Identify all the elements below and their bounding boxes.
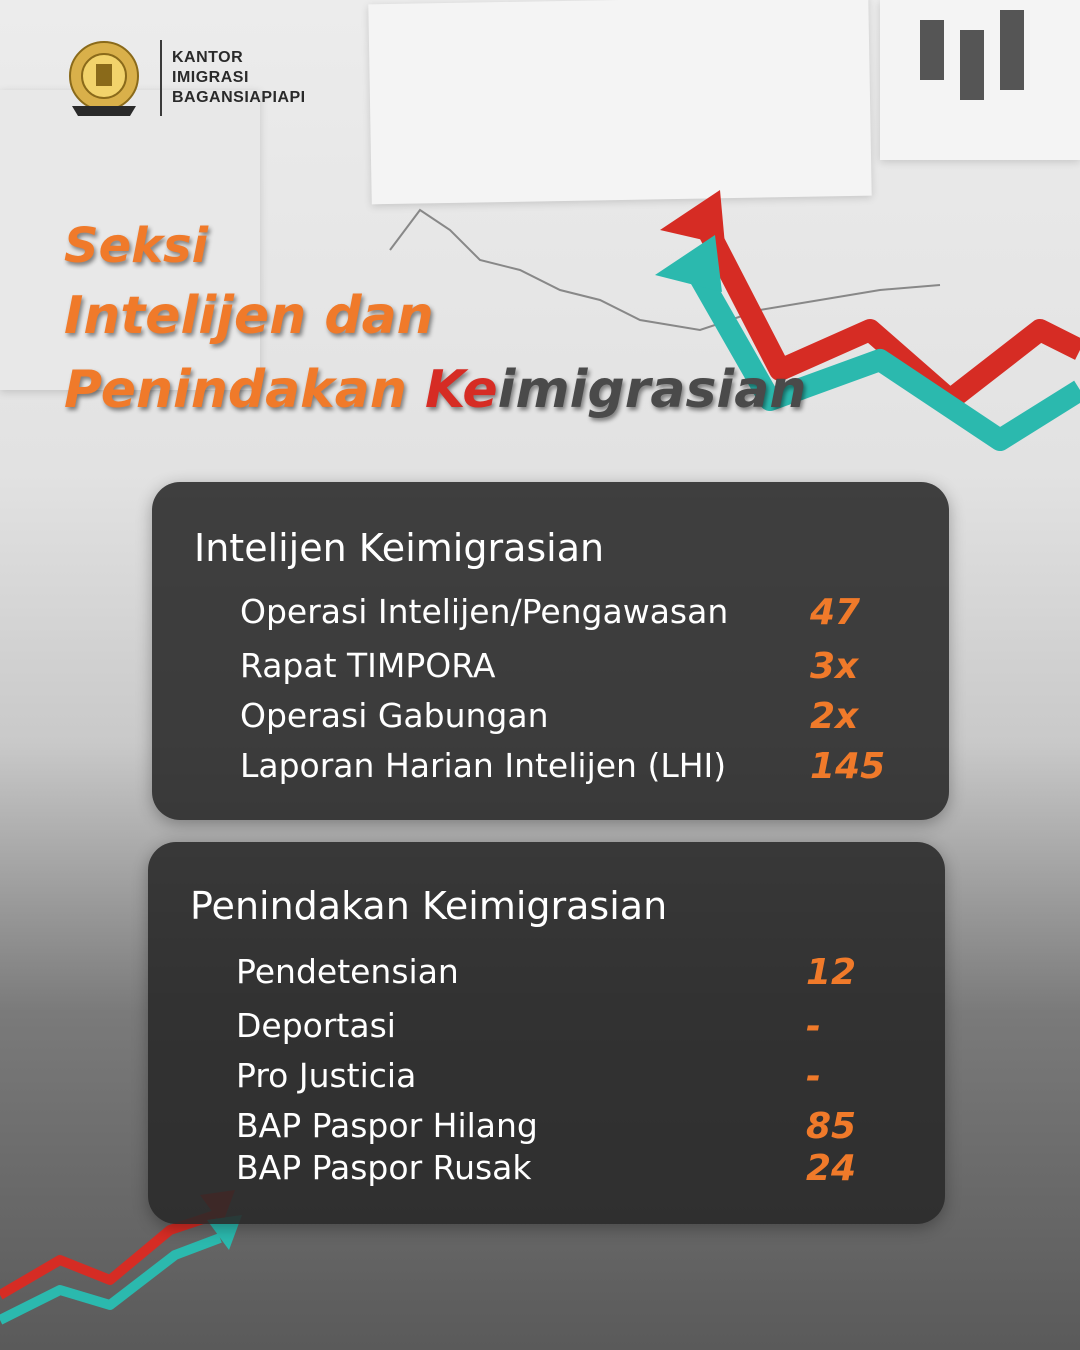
header-divider <box>160 40 162 116</box>
bottom-teal-arrow <box>0 1233 222 1325</box>
stat-label: Operasi Gabungan <box>240 696 549 735</box>
title-line-3: Penindakan Keimigrasian <box>64 364 806 416</box>
stat-label: Pendetensian <box>236 952 459 991</box>
stat-row: Laporan Harian Intelijen (LHI) 145 <box>240 746 900 794</box>
stat-row: BAP Paspor Rusak 24 <box>236 1148 896 1196</box>
stat-label: Operasi Intelijen/Pengawasan <box>240 592 729 631</box>
red-trend-arrow <box>690 209 1080 411</box>
intelijen-card: Intelijen Keimigrasian Operasi Intelijen… <box>152 482 949 820</box>
stat-row: BAP Paspor Hilang 85 <box>236 1106 896 1154</box>
intelijen-card-title: Intelijen Keimigrasian <box>194 526 605 570</box>
title-line-3-accent: Ke <box>424 360 498 420</box>
background-bar <box>920 20 944 80</box>
org-line-2: IMIGRASI <box>172 69 249 86</box>
stat-value: 3x <box>810 646 859 687</box>
stat-label: Pro Justicia <box>236 1056 417 1095</box>
stat-row: Operasi Gabungan 2x <box>240 696 900 744</box>
background-stock-line <box>389 208 941 332</box>
stat-label: Laporan Harian Intelijen (LHI) <box>240 746 727 785</box>
stat-label: Deportasi <box>236 1006 396 1045</box>
header: KANTOR IMIGRASI BAGANSIAPIAPI <box>58 36 306 120</box>
title-line-1: Seksi <box>64 218 209 274</box>
stat-value: - <box>806 1056 821 1097</box>
stat-value: - <box>806 1006 821 1047</box>
teal-trend-arrow <box>680 254 1080 451</box>
stat-label: BAP Paspor Hilang <box>236 1106 538 1145</box>
background-calculator <box>0 90 260 390</box>
title-line-3-start: Penindakan <box>64 360 425 420</box>
title-line-3-end: imigrasian <box>497 360 807 420</box>
stat-value: 12 <box>806 952 857 993</box>
stat-row: Pendetensian 12 <box>236 952 896 1000</box>
organization-name: KANTOR IMIGRASI BAGANSIAPIAPI <box>172 48 306 108</box>
stat-row: Rapat TIMPORA 3x <box>240 646 900 694</box>
stat-row: Pro Justicia - <box>236 1056 896 1104</box>
stat-value: 47 <box>810 592 861 633</box>
org-line-1: KANTOR <box>172 49 244 66</box>
penindakan-card: Penindakan Keimigrasian Pendetensian 12 … <box>148 842 945 1224</box>
stat-label: Rapat TIMPORA <box>240 646 496 685</box>
stat-value: 2x <box>810 696 859 737</box>
imigrasi-logo-icon <box>69 41 139 116</box>
red-arrow-head <box>660 190 725 245</box>
page-title: Seksi Intelijen dan Penindakan Keimigras… <box>64 222 806 416</box>
background-bar <box>1000 10 1024 90</box>
teal-arrow-head <box>655 235 722 292</box>
bottom-red-arrow <box>0 1210 217 1300</box>
title-line-2: Intelijen dan <box>64 286 434 346</box>
penindakan-card-title: Penindakan Keimigrasian <box>190 884 668 928</box>
org-line-3: BAGANSIAPIAPI <box>172 89 306 106</box>
stat-row: Operasi Intelijen/Pengawasan 47 <box>240 592 900 640</box>
stat-value: 145 <box>810 746 886 787</box>
stat-label: BAP Paspor Rusak <box>236 1148 532 1187</box>
stat-value: 85 <box>806 1106 857 1147</box>
stat-value: 24 <box>806 1148 857 1189</box>
stat-row: Deportasi - <box>236 1006 896 1054</box>
background-bar <box>960 30 984 100</box>
